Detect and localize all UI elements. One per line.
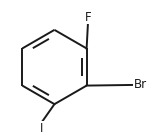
Text: F: F bbox=[85, 11, 92, 24]
Text: Br: Br bbox=[134, 78, 147, 91]
Text: I: I bbox=[40, 122, 44, 135]
